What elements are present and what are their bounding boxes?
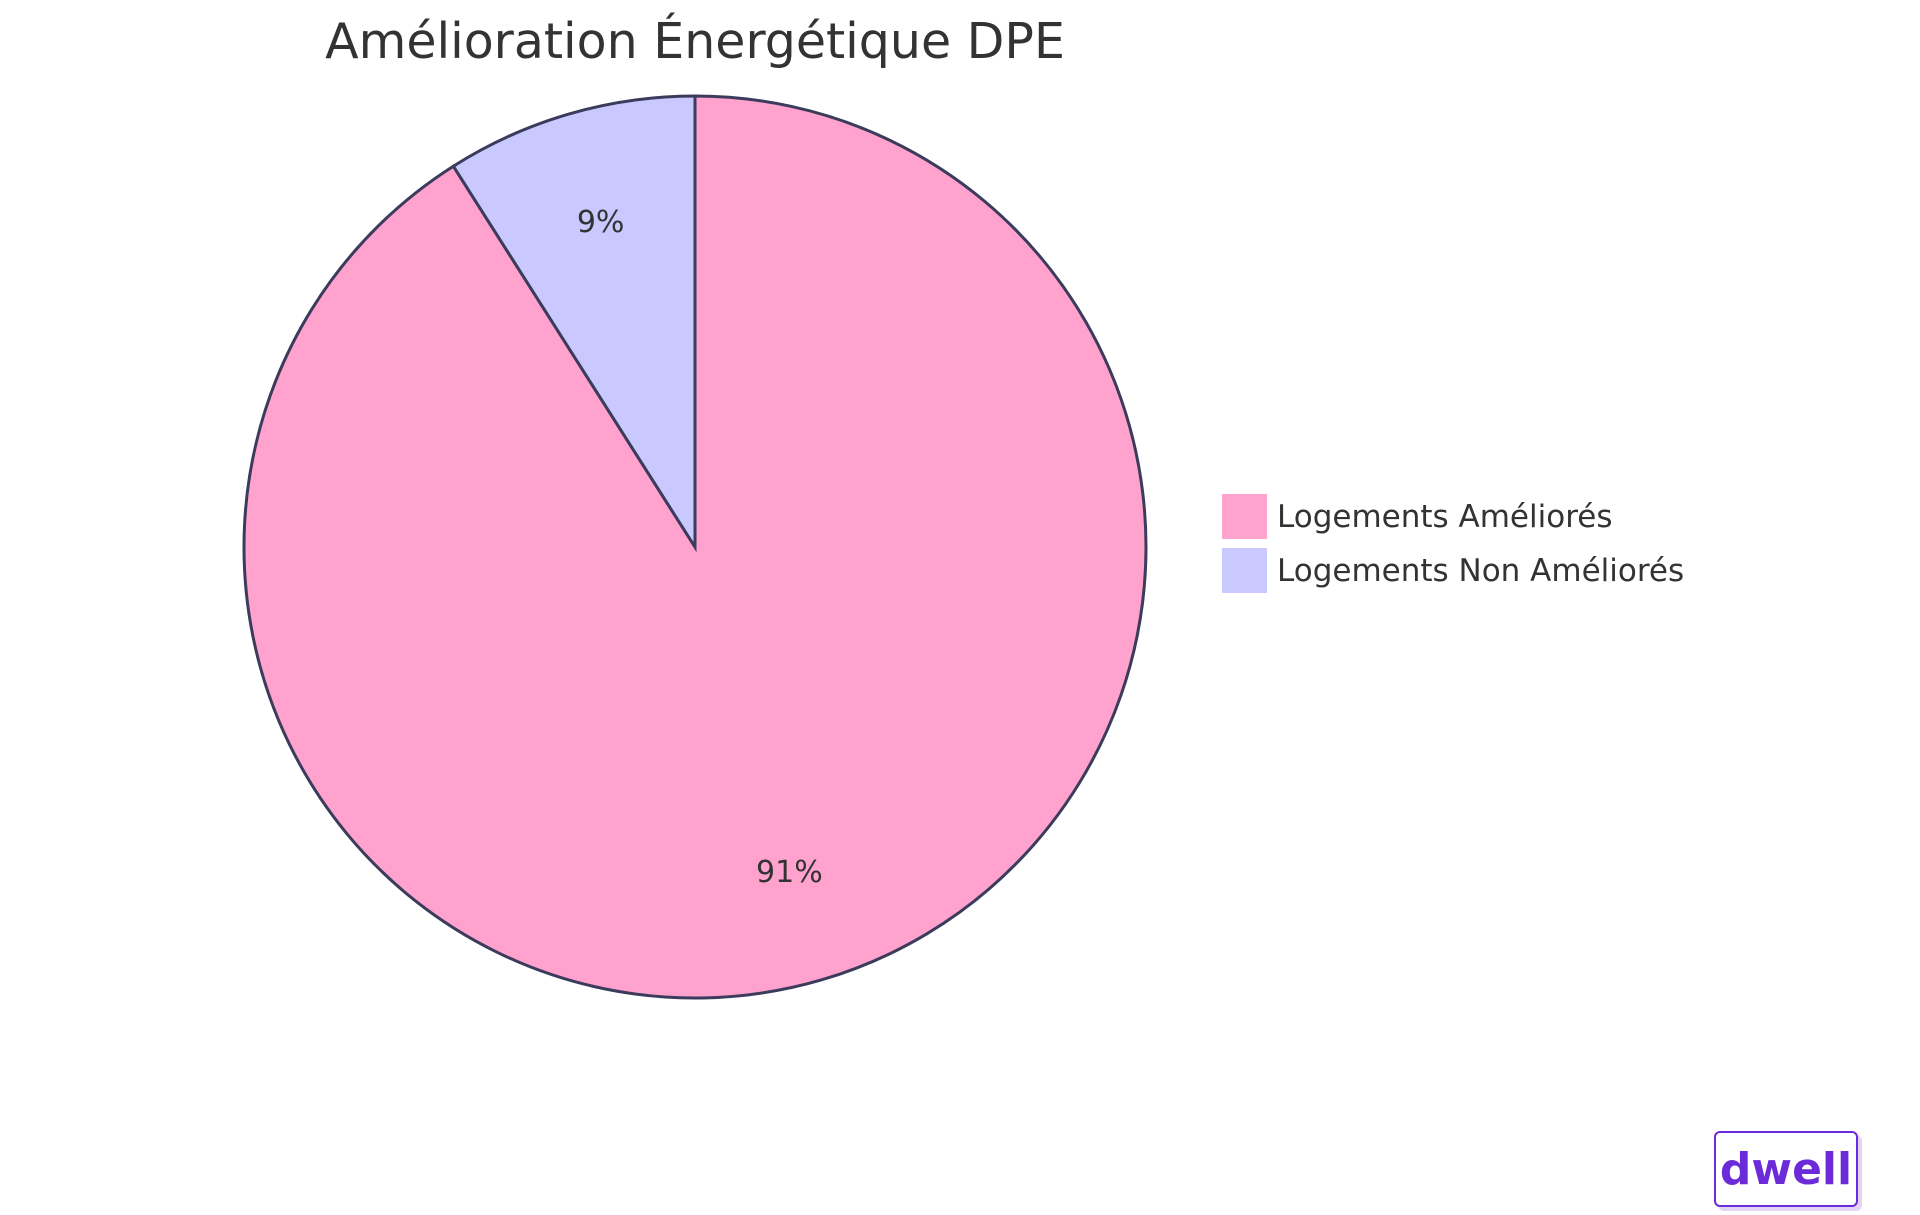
legend-swatch-2 — [1222, 548, 1267, 593]
legend-swatch-1 — [1222, 494, 1267, 539]
dwell-logo: dwell — [1719, 1143, 1853, 1195]
legend-label-2: Logements Non Améliorés — [1277, 553, 1684, 589]
legend: Logements Améliorés Logements Non Amélior… — [1222, 494, 1684, 593]
pie-slice-labels: 91% 9% — [577, 205, 823, 890]
pie-slices — [242, 94, 1148, 1000]
slice-value-label-2: 9% — [577, 205, 625, 240]
slice-value-label-1: 91% — [756, 855, 823, 890]
dwell-logo-badge: dwell — [1714, 1131, 1858, 1207]
chart-title: Amélioration Énergétique DPE — [325, 11, 1065, 70]
legend-label-1: Logements Améliorés — [1277, 499, 1612, 535]
pie-slice-2 — [451, 94, 697, 553]
